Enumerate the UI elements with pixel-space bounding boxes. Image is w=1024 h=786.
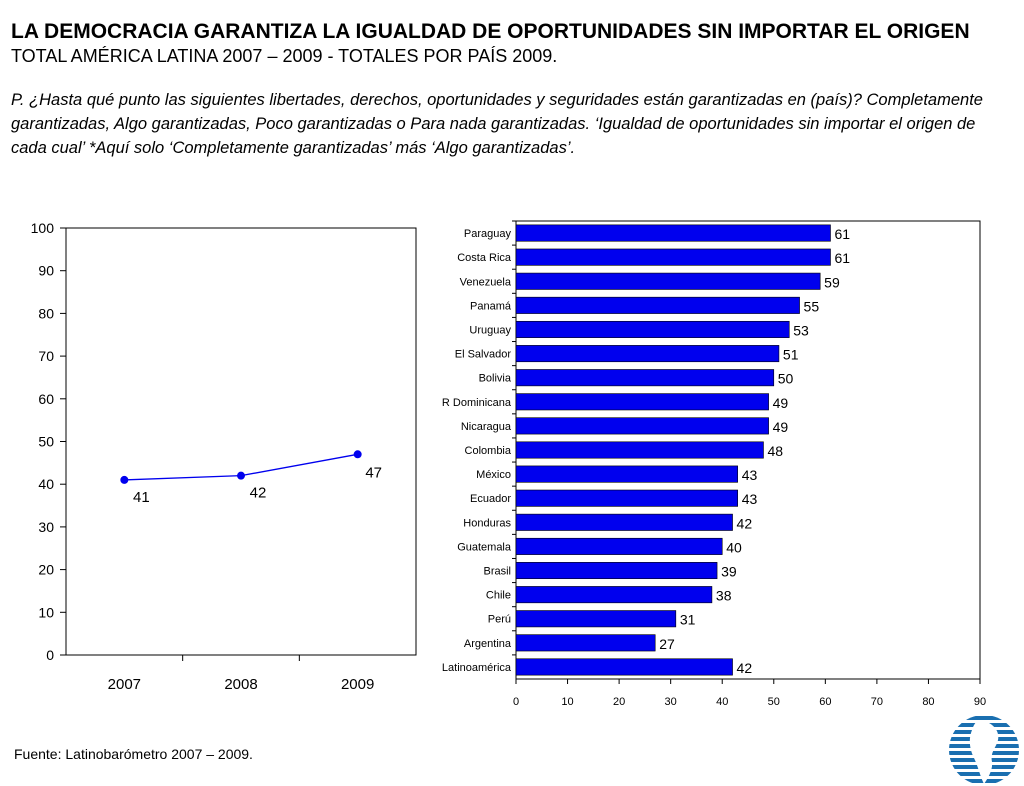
bar (515, 393, 769, 411)
y-tick-label: 70 (38, 348, 54, 364)
category-label: Brasil (483, 566, 511, 578)
category-label: Latinoamérica (442, 662, 512, 674)
latinobarometro-globe-icon (949, 715, 1019, 785)
bar (515, 562, 718, 580)
category-label: Chile (486, 590, 511, 602)
y-tick-label: 20 (38, 562, 54, 578)
x-tick-label: 60 (819, 696, 831, 708)
category-label: Costa Rica (457, 252, 512, 264)
line-plot-frame (65, 227, 417, 656)
bar-value-label: 55 (804, 298, 820, 314)
x-tick-label: 80 (922, 696, 934, 708)
bar-value-label: 53 (793, 322, 809, 338)
x-tick-label: 50 (768, 696, 780, 708)
title-subtitle: TOTAL AMÉRICA LATINA 2007 – 2009 - TOTAL… (11, 46, 558, 66)
bar-value-label: 61 (834, 226, 850, 242)
bar-value-label: 42 (737, 660, 753, 676)
data-label: 41 (133, 489, 150, 506)
bar-value-label: 49 (773, 419, 789, 435)
bar-value-label: 51 (783, 347, 799, 363)
x-tick-label: 90 (974, 696, 986, 708)
x-tick-label: 40 (716, 696, 728, 708)
bar-value-label: 40 (726, 539, 742, 555)
x-tick-label: 0 (513, 696, 519, 708)
bar-value-label: 59 (824, 274, 840, 290)
data-label: 42 (250, 485, 267, 502)
y-tick-label: 40 (38, 476, 54, 492)
bar (515, 513, 733, 531)
bar (515, 441, 764, 459)
category-label: R Dominicana (442, 397, 512, 409)
x-tick-label: 2009 (341, 676, 374, 693)
bar (515, 634, 656, 652)
bar-value-label: 31 (680, 612, 696, 628)
y-tick-label: 90 (38, 263, 54, 279)
data-label: 47 (365, 464, 382, 481)
category-label: Perú (488, 614, 511, 626)
bar-value-label: 49 (773, 395, 789, 411)
x-tick-label: 70 (871, 696, 883, 708)
survey-question: P. ¿Hasta qué punto las siguientes liber… (11, 91, 983, 157)
bar (515, 248, 831, 266)
y-tick-label: 30 (38, 519, 54, 535)
category-label: Ecuador (470, 493, 511, 505)
data-point (353, 450, 362, 459)
x-tick-label: 10 (561, 696, 573, 708)
y-tick-label: 50 (38, 434, 54, 450)
bar-value-label: 27 (659, 636, 675, 652)
data-point (237, 471, 245, 480)
title-main: LA DEMOCRACIA GARANTIZA LA IGUALDAD DE O… (11, 20, 970, 43)
category-label: Honduras (463, 517, 511, 529)
category-label: Bolivia (479, 373, 512, 385)
bar-value-label: 39 (721, 564, 737, 580)
bar (515, 537, 723, 555)
bar-value-label: 38 (716, 588, 732, 604)
bar-chart: Paraguay 61 Costa Rica 61 Venezuela 59 Panamá 5… (442, 220, 986, 708)
y-tick-label: 100 (31, 220, 55, 236)
category-label: Venezuela (460, 276, 512, 288)
data-point (120, 475, 129, 484)
bar (515, 369, 775, 387)
bar-value-label: 43 (742, 467, 758, 483)
bar (515, 465, 738, 483)
category-label: Panamá (470, 300, 512, 312)
category-label: Guatemala (457, 541, 512, 553)
bar-value-label: 43 (742, 491, 758, 507)
bar (515, 296, 800, 314)
bar (515, 610, 677, 628)
bar-value-label: 42 (737, 515, 753, 531)
x-tick-label: 2007 (108, 676, 141, 693)
category-label: México (476, 469, 511, 481)
category-label: Paraguay (464, 228, 512, 240)
y-tick-label: 10 (38, 604, 54, 620)
category-label: Colombia (465, 445, 512, 457)
source-note: Fuente: Latinobarómetro 2007 – 2009. (14, 746, 253, 762)
x-tick-label: 30 (665, 696, 677, 708)
page-title: LA DEMOCRACIA GARANTIZA LA IGUALDAD DE O… (11, 20, 1011, 68)
x-tick-label: 2008 (224, 676, 257, 693)
category-label: El Salvador (455, 349, 512, 361)
y-tick-label: 80 (38, 305, 54, 321)
bar (515, 272, 821, 290)
x-tick-label: 20 (613, 696, 625, 708)
bar (515, 489, 738, 507)
bar (515, 224, 831, 242)
bar (515, 417, 769, 435)
bar-value-label: 48 (767, 443, 783, 459)
bar-value-label: 50 (778, 371, 794, 387)
line-chart: 0 10 20 30 40 50 60 70 80 90 100 41 42 47 2007 2008 2009 (31, 220, 417, 693)
y-tick-label: 60 (38, 391, 54, 407)
category-label: Uruguay (469, 324, 511, 336)
bar (515, 345, 780, 363)
bar (515, 320, 790, 338)
category-label: Nicaragua (461, 421, 512, 433)
bar (515, 586, 713, 604)
category-label: Argentina (464, 638, 512, 650)
bar (515, 658, 733, 676)
y-tick-label: 0 (46, 647, 54, 663)
bar-value-label: 61 (834, 250, 850, 266)
